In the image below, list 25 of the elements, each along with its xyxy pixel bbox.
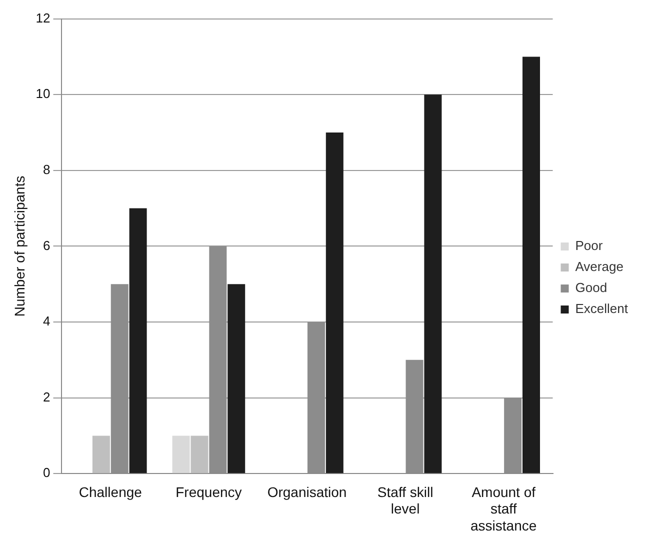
bar [326, 132, 344, 474]
y-tick-label: 12 [36, 10, 50, 26]
x-tick-label: Frequency [176, 484, 242, 500]
y-tick-label: 2 [43, 389, 50, 404]
y-tick-label: 4 [43, 314, 50, 329]
legend-label: Average [575, 259, 624, 274]
y-tick-label: 6 [43, 238, 50, 253]
x-tick-label: Challenge [78, 484, 142, 500]
x-tick-label: Organisation [267, 484, 347, 500]
bar [172, 436, 190, 474]
legend-label: Excellent [575, 301, 628, 316]
bar [129, 208, 147, 474]
y-tick-label: 8 [43, 162, 50, 177]
legend-label: Poor [575, 238, 604, 254]
bar [92, 436, 110, 474]
y-tick-label: 10 [36, 86, 50, 102]
legend-label: Good [575, 280, 608, 296]
x-tick-label: Amount of staff assistance [470, 484, 537, 534]
bar [190, 436, 208, 474]
y-axis-title: Number of participants [11, 176, 28, 317]
bar [424, 94, 442, 474]
bar [228, 284, 246, 474]
y-tick-label: 0 [43, 465, 50, 480]
x-tick-label: Staff skill level [377, 484, 434, 517]
bar [522, 56, 540, 474]
